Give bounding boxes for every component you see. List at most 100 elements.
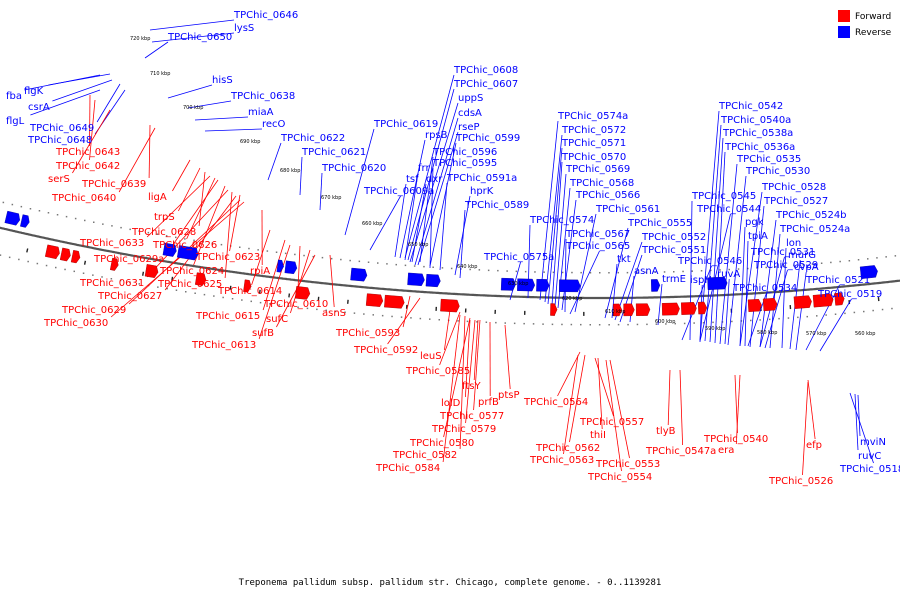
- reverse-gene-label[interactable]: mviN: [860, 437, 886, 448]
- forward-gene-label[interactable]: trpS: [154, 212, 175, 223]
- reverse-gene-label[interactable]: TPChic_0531: [750, 247, 815, 258]
- forward-gene-label[interactable]: ftsY: [462, 381, 481, 392]
- forward-gene-label[interactable]: TPChic_0564: [523, 397, 588, 408]
- forward-gene-label[interactable]: TPChic_0547a: [645, 446, 716, 457]
- reverse-gene-label[interactable]: rpsB: [425, 130, 448, 141]
- forward-gene-label[interactable]: TPChic_0582: [392, 450, 457, 461]
- reverse-gene-label[interactable]: asnA: [634, 266, 659, 277]
- forward-gene-label[interactable]: thiI: [590, 430, 606, 441]
- forward-gene-label[interactable]: TPChic_0623: [195, 252, 260, 263]
- reverse-gene-label[interactable]: TPChic_0622: [280, 133, 345, 144]
- reverse-gene-label[interactable]: TPChic_0552: [641, 232, 706, 243]
- reverse-gene-label[interactable]: pgk: [745, 217, 764, 228]
- reverse-gene-label[interactable]: TPChic_0528: [761, 182, 826, 193]
- reverse-gene-label[interactable]: tkt: [617, 254, 631, 265]
- reverse-gene-label[interactable]: recO: [262, 119, 286, 130]
- forward-gene-label[interactable]: TPChic_0625: [157, 279, 222, 290]
- reverse-gene-label[interactable]: TPChic_0649: [29, 123, 94, 134]
- forward-gene-label[interactable]: tlyB: [656, 426, 676, 437]
- forward-gene-label[interactable]: TPChic_0629a: [93, 254, 164, 265]
- reverse-gene-label[interactable]: TPChic_0535: [736, 154, 801, 165]
- reverse-gene-label[interactable]: lysS: [234, 23, 254, 34]
- reverse-gene-label[interactable]: TPChic_0519: [817, 289, 882, 300]
- forward-gene-label[interactable]: TPChic_0627: [97, 291, 162, 302]
- reverse-gene-label[interactable]: TPChic_0648: [27, 135, 92, 146]
- forward-gene-label[interactable]: TPChic_0615: [195, 311, 260, 322]
- forward-gene-label[interactable]: TPChic_0593: [335, 328, 400, 339]
- reverse-gene-label[interactable]: murG: [788, 250, 816, 261]
- forward-gene-label[interactable]: TPChic_0631: [79, 278, 144, 289]
- reverse-gene-label[interactable]: TPChic_0546: [677, 256, 742, 267]
- reverse-gene-label[interactable]: TPChic_0595: [432, 158, 497, 169]
- reverse-gene-label[interactable]: TPChic_0545: [691, 191, 756, 202]
- reverse-gene-label[interactable]: TPChic_0575a: [483, 252, 554, 263]
- forward-gene-label[interactable]: sufC: [266, 314, 288, 325]
- forward-gene-label[interactable]: TPChic_0584: [375, 463, 440, 474]
- reverse-gene-label[interactable]: TPChic_0567: [565, 229, 630, 240]
- reverse-gene-label[interactable]: TPChic_0518: [839, 464, 900, 475]
- reverse-gene-label[interactable]: TPChic_0571: [561, 138, 626, 149]
- forward-gene-label[interactable]: leuS: [420, 351, 442, 362]
- reverse-gene-label[interactable]: TPChic_0572: [561, 125, 626, 136]
- reverse-gene-label[interactable]: TPChic_0530: [745, 166, 810, 177]
- reverse-gene-label[interactable]: TPChic_0621: [301, 147, 366, 158]
- reverse-gene-label[interactable]: flgK: [24, 86, 44, 97]
- reverse-gene-label[interactable]: dxr: [426, 174, 443, 185]
- reverse-gene-label[interactable]: TPChic_0542: [718, 101, 783, 112]
- reverse-gene-label[interactable]: TPChic_0551: [641, 245, 706, 256]
- forward-gene-label[interactable]: TPChic_0613: [191, 340, 256, 351]
- forward-gene-label[interactable]: lolD: [441, 398, 461, 409]
- reverse-gene-label[interactable]: fba: [6, 91, 22, 102]
- reverse-gene-label[interactable]: ispH: [690, 275, 712, 286]
- reverse-gene-label[interactable]: hprK: [470, 186, 494, 197]
- reverse-gene-label[interactable]: TPChic_0638: [230, 91, 295, 102]
- reverse-gene-label[interactable]: TPChic_0596: [432, 147, 497, 158]
- forward-gene-label[interactable]: era: [718, 445, 734, 456]
- reverse-gene-label[interactable]: rseP: [458, 122, 480, 133]
- reverse-gene-label[interactable]: TPChic_0646: [233, 10, 298, 21]
- forward-gene-label[interactable]: efp: [806, 440, 822, 451]
- forward-gene-label[interactable]: TPChic_0580: [409, 438, 474, 449]
- forward-gene-label[interactable]: TPChic_0643: [55, 147, 120, 158]
- forward-gene-label[interactable]: rpiA: [250, 266, 270, 277]
- reverse-gene-label[interactable]: TPChic_0619: [373, 119, 438, 130]
- reverse-gene-label[interactable]: TPChic_0574: [529, 215, 594, 226]
- reverse-gene-label[interactable]: TPChic_0538a: [722, 128, 793, 139]
- reverse-gene-label[interactable]: TPChic_0534: [732, 283, 797, 294]
- reverse-gene-label[interactable]: ruvC: [858, 451, 881, 462]
- reverse-gene-label[interactable]: TPChic_0566: [575, 190, 640, 201]
- forward-gene-label[interactable]: TPChic_0628: [131, 227, 196, 238]
- reverse-gene-label[interactable]: lon: [786, 238, 801, 249]
- reverse-gene-label[interactable]: TPChic_0524a: [779, 224, 850, 235]
- reverse-gene-label[interactable]: csrA: [28, 102, 50, 113]
- forward-gene-label[interactable]: TPChic_0563: [529, 455, 594, 466]
- reverse-gene-label[interactable]: TPChic_0591a: [446, 173, 517, 184]
- reverse-gene-label[interactable]: flgL: [6, 116, 25, 127]
- forward-gene-label[interactable]: TPChic_0633: [79, 238, 144, 249]
- reverse-gene-label[interactable]: TPChic_0568: [569, 178, 634, 189]
- reverse-gene-label[interactable]: TPChic_0527: [763, 196, 828, 207]
- forward-gene-label[interactable]: TPChic_0553: [595, 459, 660, 470]
- forward-gene-label[interactable]: ptsP: [498, 390, 520, 401]
- forward-gene-label[interactable]: TPChic_0554: [587, 472, 652, 483]
- forward-gene-label[interactable]: TPChic_0585: [405, 366, 470, 377]
- reverse-gene-label[interactable]: tpiA: [748, 231, 768, 242]
- reverse-gene-label[interactable]: TPChic_0599: [455, 133, 520, 144]
- forward-gene-label[interactable]: TPChic_0610: [263, 299, 328, 310]
- forward-gene-label[interactable]: TPChic_0630: [43, 318, 108, 329]
- reverse-gene-label[interactable]: tsf: [406, 174, 419, 185]
- reverse-gene-label[interactable]: TPChic_0570: [561, 152, 626, 163]
- reverse-gene-label[interactable]: TPChic_0574a: [557, 111, 628, 122]
- reverse-gene-label[interactable]: TPChic_0607: [453, 79, 518, 90]
- reverse-gene-label[interactable]: TPChic_0608: [453, 65, 518, 76]
- forward-gene-label[interactable]: TPChic_0562: [535, 443, 600, 454]
- forward-gene-label[interactable]: sufB: [252, 328, 274, 339]
- forward-gene-label[interactable]: TPChic_0540: [703, 434, 768, 445]
- forward-gene-label[interactable]: prfB: [478, 397, 499, 408]
- reverse-gene-label[interactable]: TPChic_0536a: [724, 142, 795, 153]
- reverse-gene-label[interactable]: uppS: [458, 93, 483, 104]
- forward-gene-label[interactable]: TPChic_0626: [152, 240, 217, 251]
- forward-gene-label[interactable]: serS: [48, 174, 70, 185]
- reverse-gene-label[interactable]: TPChic_0650: [167, 32, 232, 43]
- reverse-gene-label[interactable]: TPChic_0524b: [775, 210, 847, 221]
